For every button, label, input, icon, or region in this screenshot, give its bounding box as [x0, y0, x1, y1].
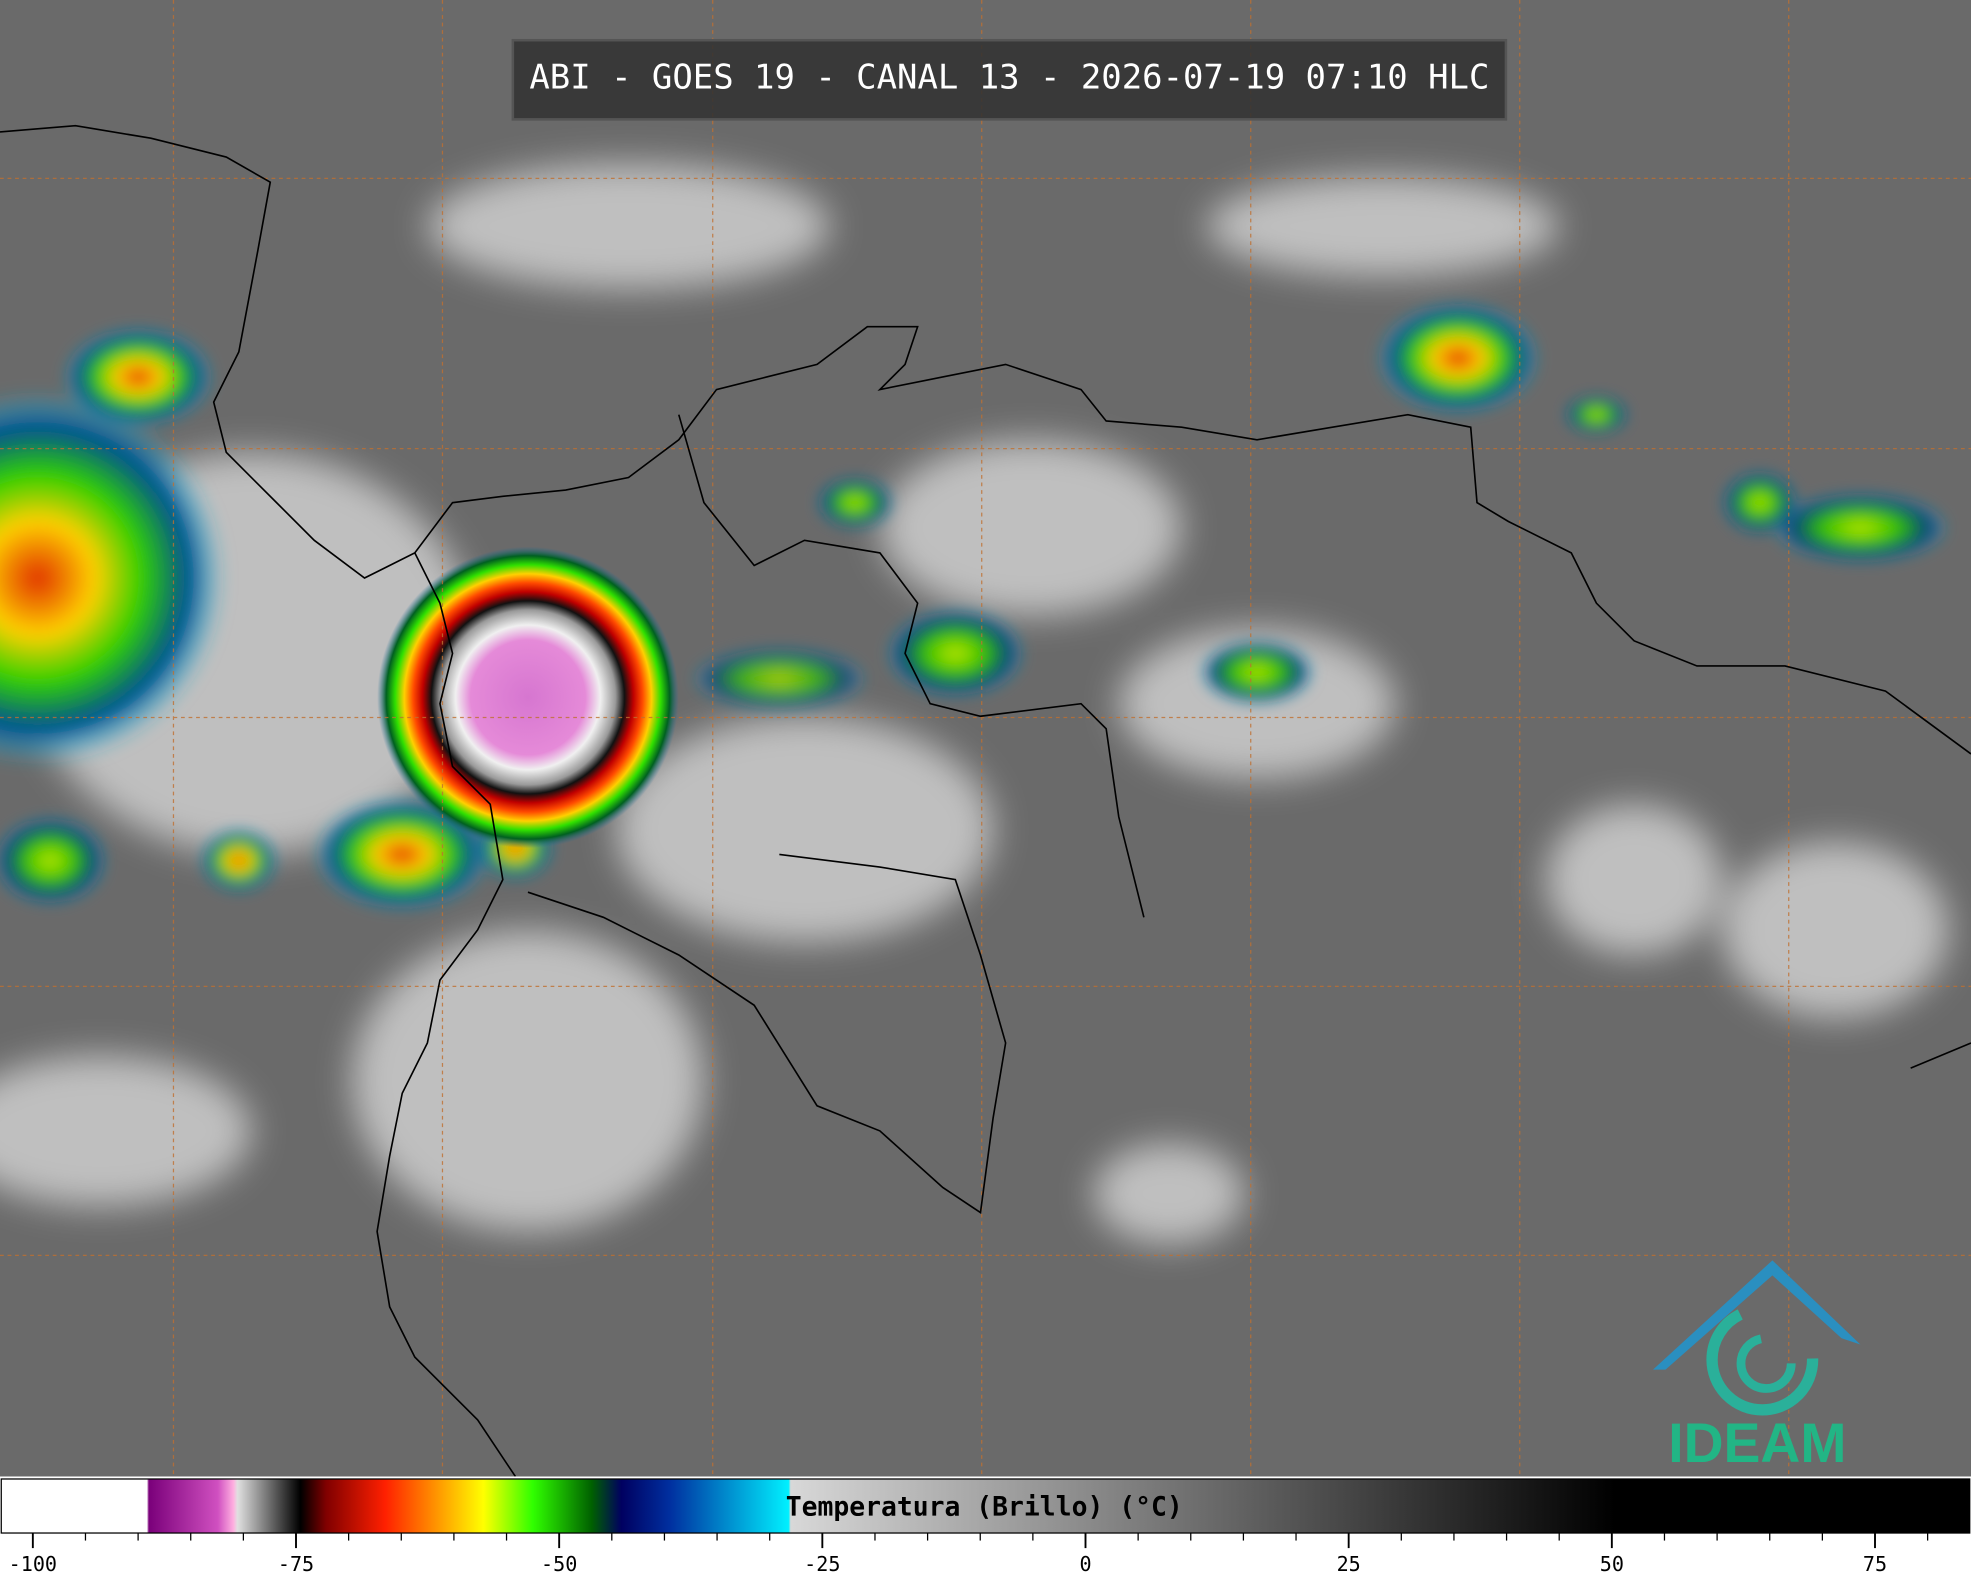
tick-label: -100	[9, 1552, 57, 1576]
title: ABI - GOES 19 - CANAL 13 - 2026-07-19 07…	[529, 59, 1489, 98]
colorbar-label: Temperatura (Brillo) (°C)	[786, 1492, 1183, 1522]
colorbar	[0, 1478, 1971, 1534]
coastlines	[0, 124, 1971, 1477]
colorbar-ticks: -100 -75 -50 -25 0 25 50 75	[9, 1533, 1929, 1576]
convective-cells	[0, 301, 1949, 912]
tick-label: 25	[1337, 1552, 1361, 1576]
tick-label: -50	[541, 1552, 577, 1576]
storm	[377, 546, 679, 849]
tick-label: 50	[1600, 1552, 1624, 1576]
tick-label: -75	[278, 1552, 314, 1576]
tick-label: 0	[1079, 1552, 1091, 1576]
logo-text: IDEAM	[1668, 1412, 1846, 1474]
tick-label: -25	[804, 1552, 840, 1576]
clouds	[0, 163, 1949, 1245]
title-box	[511, 38, 1508, 121]
logo: IDEAM	[1652, 1260, 1861, 1474]
tick-label: 75	[1863, 1552, 1887, 1576]
graticule	[0, 0, 1971, 1477]
